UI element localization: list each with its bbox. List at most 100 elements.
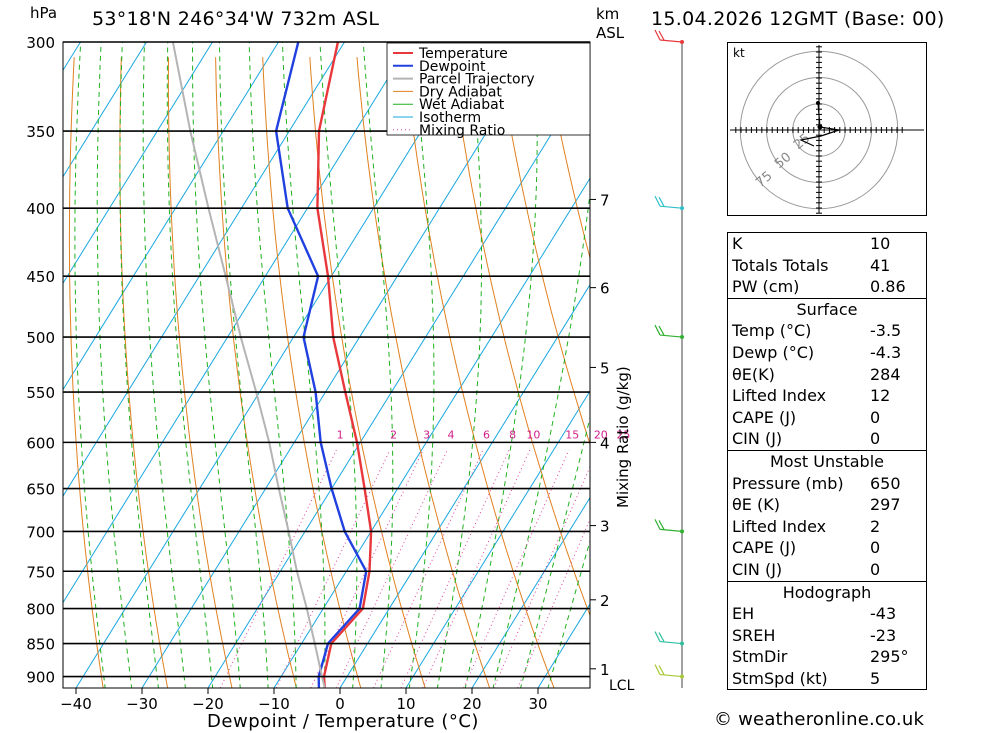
height-tick-label: 3 — [600, 518, 610, 536]
legend-entry: Mixing Ratio — [419, 123, 505, 139]
dry-adiabat-line — [215, 57, 297, 688]
hodograph-stats-label: EH — [732, 604, 755, 624]
isotherm-line — [63, 42, 279, 391]
most-unstable-value: 297 — [870, 495, 901, 515]
height-tick-label: 4 — [600, 434, 610, 452]
hodograph-stats-label: StmSpd (kt) — [732, 668, 828, 688]
mixing-ratio-axis-label: Mixing Ratio (g/kg) — [614, 366, 632, 508]
most-unstable-row: CAPE (J) 0 — [728, 537, 926, 559]
station-location: 53°18'N 246°34'W 732m ASL — [92, 8, 380, 30]
mixing-ratio-line — [422, 449, 531, 688]
dry-adiabat-line — [497, 57, 590, 446]
surface-row: Dewp (°C) -4.3 — [728, 342, 926, 364]
pressure-tick-label: 300 — [26, 34, 55, 52]
height-tick-label: 5 — [600, 359, 610, 377]
surface-row: CIN (J) 0 — [728, 428, 926, 450]
dry-adiabat-line — [262, 57, 362, 688]
hodograph-stats-label: SREH — [732, 625, 776, 645]
most-unstable-row: Pressure (mb) 650 — [728, 473, 926, 495]
surface-value: 284 — [870, 364, 901, 384]
hodograph-point — [816, 101, 820, 105]
pressure-tick-label: 400 — [26, 200, 55, 218]
surface-value: 12 — [870, 386, 891, 406]
wind-barb-column — [654, 29, 684, 688]
pressure-tick-label: 900 — [26, 669, 55, 687]
mixing-ratio-value: 3 — [423, 428, 430, 441]
dry-adiabat-line — [167, 57, 233, 688]
dry-adiabat-line — [923, 57, 1000, 688]
mixing-ratio-value: 20 — [594, 428, 608, 441]
mixing-ratio-line — [400, 449, 510, 688]
plot-frame — [62, 41, 591, 689]
legend-entry: Dewpoint — [419, 59, 486, 75]
indices-value: 41 — [870, 255, 891, 275]
isotherm-line — [141, 42, 543, 688]
wind-barb — [654, 664, 683, 678]
mixing-ratio-line — [219, 449, 337, 688]
surface-label: Temp (°C) — [732, 321, 812, 341]
legend-entry: Temperature — [418, 46, 508, 62]
pressure-tick-label: 350 — [26, 123, 55, 141]
hodograph-stats-value: 295° — [870, 647, 909, 667]
hodograph-stats-row: StmSpd (kt) 5 — [728, 668, 926, 690]
wet-adiabat-line — [219, 42, 269, 688]
wet-adiabat-line — [96, 42, 133, 688]
mixing-ratio-line — [493, 465, 590, 688]
wind-barb — [654, 631, 683, 645]
dry-adiabat-line — [68, 57, 104, 688]
indices-label: Totals Totals — [732, 255, 829, 275]
x-tick-label: −40 — [60, 695, 92, 713]
most-unstable-label: CIN (J) — [732, 559, 783, 579]
isotherm-line — [63, 42, 213, 285]
hodograph-stats-row: SREH -23 — [728, 625, 926, 647]
isotherm-line — [405, 390, 590, 688]
most-unstable-label: Pressure (mb) — [732, 473, 844, 493]
wet-adiabat-line — [74, 42, 106, 688]
wet-adiabat-line — [362, 42, 394, 688]
wind-barb — [654, 324, 683, 338]
run-datetime: 15.04.2026 12GMT (Base: 00) — [651, 8, 945, 30]
hodograph-stats-label: StmDir — [732, 647, 788, 667]
most-unstable-value: 2 — [870, 516, 881, 536]
series-temperature — [316, 42, 373, 688]
most-unstable-label: θE (K) — [732, 495, 780, 515]
most-unstable-value: 0 — [870, 559, 881, 579]
pressure-tick-label: 550 — [26, 384, 55, 402]
height-tick-label: 7 — [600, 191, 610, 209]
mixing-ratio-value: 2 — [390, 428, 397, 441]
series-parcel-trajectory — [171, 42, 326, 688]
surface-row: Temp (°C) -3.5 — [728, 320, 926, 342]
legend-box — [386, 42, 591, 136]
x-tick-label: −30 — [126, 695, 158, 713]
isotherm-line — [339, 283, 590, 688]
pressure-tick-label: 650 — [26, 481, 55, 499]
height-tick-label: 6 — [600, 280, 610, 298]
mixing-ratio-value: 8 — [509, 428, 516, 441]
wet-adiabat-line — [492, 188, 590, 688]
most-unstable-section: Most Unstable Pressure (mb) 650 θE (K) 297 L… — [728, 449, 926, 581]
wet-adiabat-line — [319, 42, 358, 688]
x-tick-label: 20 — [462, 695, 481, 713]
wind-barb — [654, 195, 683, 209]
hodograph-stats-title: Hodograph — [782, 582, 872, 602]
hodograph-stats-value: -23 — [870, 625, 897, 645]
indices-row: Totals Totals 41 — [728, 255, 926, 277]
most-unstable-row: CIN (J) 0 — [728, 559, 926, 581]
legend-entry: Dry Adiabat — [419, 84, 502, 100]
wet-adiabat-line — [436, 42, 482, 688]
wind-barb — [654, 519, 683, 532]
most-unstable-row: θE (K) 297 — [728, 494, 926, 516]
surface-row: Lifted Index 12 — [728, 385, 926, 407]
most-unstable-row: Lifted Index 2 — [728, 516, 926, 538]
height-unit-label: km — [596, 5, 620, 23]
mixing-ratio-line — [373, 449, 484, 688]
surface-label: θE(K) — [732, 364, 775, 384]
mixing-ratio-value: 1 — [337, 428, 344, 441]
wet-adiabat-line — [520, 415, 590, 688]
surface-value: -3.5 — [870, 321, 902, 341]
hodograph-ring-label: 75 — [753, 169, 775, 191]
surface-value: 0 — [870, 429, 881, 449]
wind-barb — [654, 29, 683, 43]
